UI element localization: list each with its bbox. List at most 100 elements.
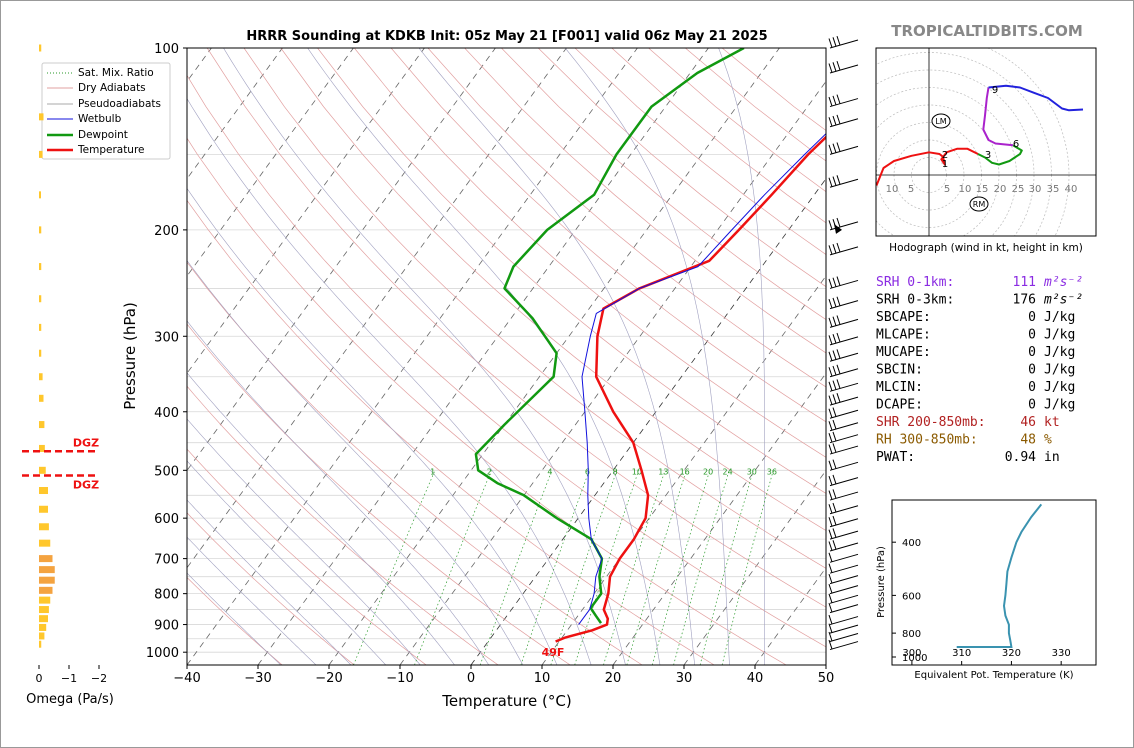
index-label: SBCIN:	[876, 363, 923, 378]
barb-staff	[829, 505, 859, 515]
p-tick-label: 800	[154, 588, 179, 603]
barb-flag	[832, 540, 837, 550]
index-value: 176	[1013, 293, 1036, 308]
omega-bar	[39, 640, 42, 648]
p-tick-label: 1000	[146, 646, 179, 661]
indices-table: SRH 0-1km: 111 m²s⁻² SRH 0-3km: 176 m²s⁻² SBCA…	[876, 275, 1083, 465]
mixing-ratio-line	[353, 470, 436, 665]
index-unit: in	[1044, 450, 1060, 465]
hodo-segment	[982, 87, 1014, 147]
wind-barb	[828, 419, 859, 432]
dry-adiabat	[187, 512, 355, 665]
index-label: MUCAPE:	[876, 345, 931, 360]
barb-flag	[832, 297, 837, 308]
barb-flag	[832, 176, 837, 186]
wind-barb	[828, 142, 859, 155]
dry-adiabat	[187, 74, 826, 648]
dry-adiabat	[317, 48, 826, 494]
wind-barb	[828, 60, 859, 74]
barb-staff	[829, 530, 859, 540]
legend-mixratio: Sat. Mix. Ratio	[78, 67, 154, 79]
omega-bar	[39, 615, 48, 623]
hodo-marker-label: LM	[935, 117, 946, 126]
dry-adiabat	[206, 48, 826, 608]
barb-flag	[836, 364, 841, 374]
omega-bar	[39, 444, 45, 452]
index-unit: kt	[1044, 415, 1060, 430]
index-unit: m²s⁻²	[1043, 293, 1083, 308]
barb-flag	[828, 631, 833, 642]
dry-adiabat	[280, 48, 826, 531]
barb-flag	[836, 379, 841, 389]
barb-staff	[829, 594, 859, 604]
mixing-ratio-label: 13	[658, 468, 668, 477]
mixing-ratio-line	[673, 470, 730, 665]
wind-barb	[828, 631, 859, 642]
barb-flag	[836, 276, 841, 286]
hodo-ring-label: 30	[1029, 184, 1042, 195]
barb-flag	[828, 475, 833, 486]
pseudoadiabat	[187, 418, 421, 665]
wind-barb	[828, 94, 859, 108]
hodo-height-label: 3	[985, 150, 991, 161]
barb-flag	[832, 350, 837, 360]
wind-barb	[828, 573, 859, 585]
hodo-height-label: 2	[942, 150, 948, 161]
mixing-ratio-line	[651, 470, 711, 665]
barb-staff	[829, 145, 859, 155]
mixing-ratio-line	[603, 470, 666, 665]
index-value: 46	[1020, 415, 1036, 430]
index-label: MLCIN:	[876, 380, 923, 395]
barb-staff	[829, 445, 859, 455]
wind-barb	[828, 349, 859, 362]
profile-dewpoint	[474, 48, 745, 624]
profile-temperature	[555, 135, 826, 643]
index-value: 0	[1028, 310, 1036, 325]
dry-adiabat	[187, 576, 283, 665]
barb-flag	[828, 351, 833, 361]
x-tick-label: 10	[534, 671, 551, 686]
theta-e-xtick-label: 320	[1002, 648, 1021, 659]
index-label: RH 300-850mb:	[876, 433, 978, 448]
mixing-ratio-line	[699, 470, 754, 665]
barb-flag	[832, 62, 837, 72]
p-tick-label: 500	[154, 464, 179, 479]
hodo-height-label: 6	[1013, 139, 1019, 150]
barb-flag	[828, 529, 833, 539]
barb-flag	[828, 552, 833, 562]
x-tick-label: 40	[747, 671, 764, 686]
barb-flag	[832, 143, 837, 153]
index-value: 111	[1013, 275, 1036, 290]
index-value: 0	[1028, 380, 1036, 395]
hodograph-panel: 10 5 5 10 15 20 25 30 35 40 12 3 6 9 LM RM Hodograph (w…	[875, 47, 1097, 254]
mixing-ratio-label: 4	[547, 468, 552, 477]
x-tick-label: −20	[315, 671, 342, 686]
barb-staff	[829, 477, 859, 487]
barb-flag	[828, 278, 833, 289]
p-tick-label: 900	[154, 619, 179, 634]
barb-flag	[832, 380, 837, 390]
hodo-ring-label: 15	[976, 184, 989, 195]
omega-bar	[39, 323, 42, 331]
dry-adiabat	[187, 385, 499, 665]
wind-barb	[828, 114, 859, 128]
barb-flag	[832, 431, 837, 442]
index-label: SBCAPE:	[876, 310, 931, 325]
barb-flag	[828, 639, 833, 650]
barb-staff	[829, 491, 859, 501]
legend-dry: Dry Adiabats	[78, 82, 146, 94]
mixing-ratio-label: 6	[585, 468, 590, 477]
dry-adiabat	[427, 48, 826, 388]
theta-e-ytick-label: 800	[902, 629, 921, 640]
barb-flag	[828, 298, 833, 309]
index-value: 0.94	[1005, 450, 1036, 465]
barb-flag	[836, 175, 841, 185]
barb-flag	[836, 242, 841, 253]
barb-staff	[829, 118, 859, 128]
barb-flag	[836, 114, 841, 125]
pseudoadiabat	[718, 48, 765, 665]
barb-flag	[832, 219, 837, 229]
barb-staff	[829, 585, 859, 595]
hodo-marker	[931, 113, 951, 129]
omega-bar	[39, 394, 44, 402]
